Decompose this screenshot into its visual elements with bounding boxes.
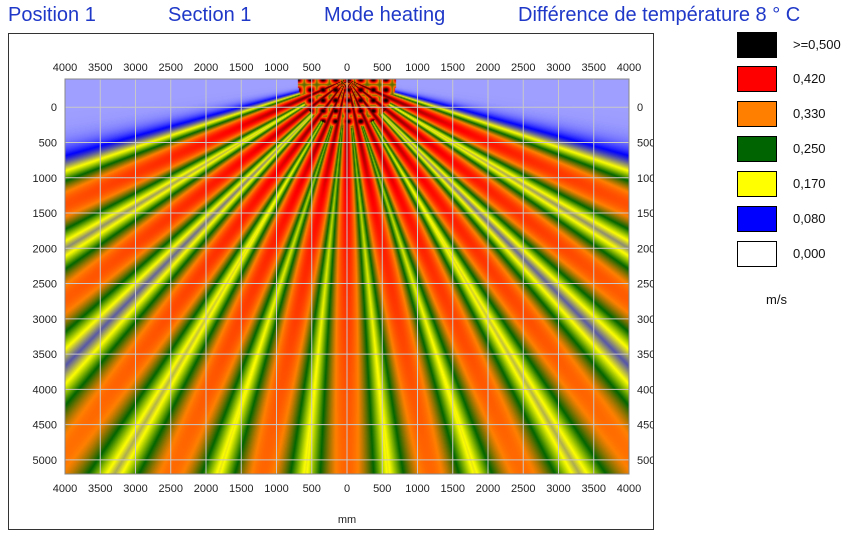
- temperature-difference-label: Différence de température 8 ° C: [518, 4, 801, 26]
- legend-swatch: [737, 101, 777, 127]
- legend-swatch: [737, 171, 777, 197]
- y-tick-label-right: 5000: [637, 455, 653, 467]
- y-tick-label-right: 500: [637, 137, 653, 149]
- y-tick-label-right: 4000: [637, 384, 653, 396]
- x-tick-label-bottom: 3500: [88, 483, 112, 495]
- y-tick-label-right: 1500: [637, 208, 653, 220]
- y-tick-label-right: 3000: [637, 314, 653, 326]
- legend-item: 0,420: [737, 66, 857, 92]
- legend-item: 0,000: [737, 241, 857, 267]
- x-tick-label-top: 500: [373, 62, 391, 74]
- x-tick-label-bottom: 2500: [159, 483, 183, 495]
- x-tick-label-bottom: 4000: [617, 483, 641, 495]
- legend-item: 0,080: [737, 206, 857, 232]
- section-label: Section 1: [168, 4, 252, 26]
- legend-swatch: [737, 32, 777, 58]
- legend-label: 0,170: [793, 176, 826, 191]
- x-tick-label-bottom: 2000: [476, 483, 500, 495]
- grid-layer: [64, 78, 630, 475]
- y-tick-label-right: 1000: [637, 173, 653, 185]
- y-tick-label-left: 3500: [33, 349, 57, 361]
- y-tick-label-right: 2000: [637, 243, 653, 255]
- mode-label: Mode heating: [324, 4, 446, 26]
- y-tick-label-left: 2500: [33, 279, 57, 291]
- x-tick-label-top: 1500: [229, 62, 253, 74]
- x-tick-label-bottom: 500: [373, 483, 391, 495]
- x-tick-label-top: 1000: [264, 62, 288, 74]
- x-tick-label-top: 500: [303, 62, 321, 74]
- x-tick-label-top: 2000: [476, 62, 500, 74]
- x-tick-label-bottom: 1500: [229, 483, 253, 495]
- legend-label: >=0,500: [793, 37, 841, 52]
- y-tick-label-left: 1000: [33, 173, 57, 185]
- y-tick-label-right: 2500: [637, 279, 653, 291]
- tick-labels: 4000 4000 3500 3500 3000 3000 2500 2500 2000 2000…: [33, 62, 653, 495]
- legend-item: 0,250: [737, 136, 857, 162]
- legend-label: 0,080: [793, 211, 826, 226]
- x-tick-label-top: 1500: [441, 62, 465, 74]
- x-tick-label-top: 2500: [159, 62, 183, 74]
- x-tick-label-top: 3000: [123, 62, 147, 74]
- x-tick-label-bottom: 3000: [546, 483, 570, 495]
- plot-frame: 4000 4000 3500 3500 3000 3000 2500 2500 2000 2000…: [8, 33, 654, 530]
- x-tick-label-bottom: 3000: [123, 483, 147, 495]
- x-axis-label: mm: [338, 514, 356, 526]
- legend-item: 0,170: [737, 171, 857, 197]
- y-tick-label-right: 4500: [637, 420, 653, 432]
- x-tick-label-bottom: 3500: [582, 483, 606, 495]
- x-tick-label-bottom: 1500: [441, 483, 465, 495]
- legend-label: 0,330: [793, 106, 826, 121]
- x-tick-label-bottom: 4000: [53, 483, 77, 495]
- legend-label: 0,000: [793, 246, 826, 261]
- y-tick-label-right: 3500: [637, 349, 653, 361]
- y-tick-label-left: 4000: [33, 384, 57, 396]
- legend-swatch: [737, 206, 777, 232]
- legend-item: 0,330: [737, 101, 857, 127]
- legend-unit: m/s: [766, 292, 787, 307]
- x-tick-label-bottom: 2000: [194, 483, 218, 495]
- legend-swatch: [737, 241, 777, 267]
- x-tick-label-bottom: 1000: [264, 483, 288, 495]
- x-tick-label-top: 3000: [546, 62, 570, 74]
- x-tick-label-top: 2000: [194, 62, 218, 74]
- x-tick-label-bottom: 500: [303, 483, 321, 495]
- legend-item: >=0,500: [737, 32, 857, 58]
- velocity-heatmap-chart: 4000 4000 3500 3500 3000 3000 2500 2500 2000 2000…: [33, 62, 653, 526]
- x-tick-label-top: 4000: [53, 62, 77, 74]
- y-tick-label-left: 4500: [33, 420, 57, 432]
- y-tick-label-left: 500: [39, 137, 57, 149]
- y-tick-label-left: 1500: [33, 208, 57, 220]
- x-tick-label-top: 0: [344, 62, 350, 74]
- x-tick-label-top: 4000: [617, 62, 641, 74]
- y-tick-label-left: 0: [51, 102, 57, 114]
- x-tick-label-top: 3500: [582, 62, 606, 74]
- y-tick-label-left: 2000: [33, 243, 57, 255]
- legend-swatch: [737, 136, 777, 162]
- x-tick-label-top: 1000: [405, 62, 429, 74]
- legend-label: 0,420: [793, 71, 826, 86]
- x-tick-label-top: 2500: [511, 62, 535, 74]
- x-tick-label-top: 3500: [88, 62, 112, 74]
- legend-label: 0,250: [793, 141, 826, 156]
- x-tick-label-bottom: 2500: [511, 483, 535, 495]
- y-tick-label-left: 5000: [33, 455, 57, 467]
- x-tick-label-bottom: 0: [344, 483, 350, 495]
- legend-swatch: [737, 66, 777, 92]
- y-tick-label-left: 3000: [33, 314, 57, 326]
- y-tick-label-right: 0: [637, 102, 643, 114]
- position-label: Position 1: [8, 4, 96, 26]
- plot-border: [64, 78, 630, 475]
- x-tick-label-bottom: 1000: [405, 483, 429, 495]
